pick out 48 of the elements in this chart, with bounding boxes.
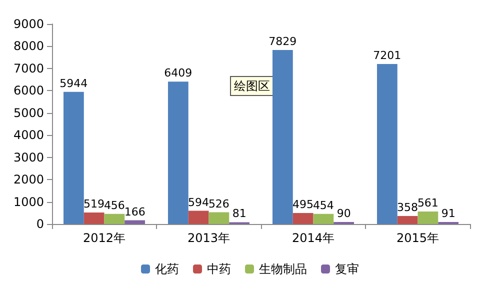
bar: [272, 50, 293, 224]
bar: [313, 214, 334, 224]
bar: [418, 212, 438, 224]
data-label: 90: [336, 207, 351, 220]
data-label: 7201: [373, 48, 402, 62]
bar: [292, 213, 314, 224]
y-tick-label: 0: [36, 217, 44, 231]
bar: [63, 92, 84, 224]
data-label: 519: [84, 197, 105, 210]
bar: [124, 220, 146, 224]
data-label: 6409: [164, 66, 192, 80]
data-label: 7829: [268, 35, 297, 48]
data-label: 5944: [60, 76, 88, 90]
data-label: 495: [292, 198, 314, 211]
data-label: 594: [188, 196, 210, 209]
data-label: 561: [417, 196, 438, 210]
legend-label: 中药: [207, 262, 231, 276]
y-tick-label: 2000: [13, 172, 44, 187]
legend-label: 化药: [155, 262, 179, 276]
data-label: 454: [312, 198, 334, 212]
data-label: 166: [124, 205, 146, 218]
bar: [84, 212, 104, 224]
annotation: 绘图区: [234, 79, 270, 93]
legend-label: 生物制品: [259, 262, 307, 276]
x-tick-label: 2012年: [82, 231, 126, 245]
x-tick-label: 2014年: [292, 231, 335, 245]
bar: [376, 64, 398, 224]
y-tick-label: 6000: [13, 84, 44, 98]
bar: [397, 216, 418, 224]
data-label: 456: [104, 198, 125, 212]
bar: [188, 210, 209, 224]
bar: [104, 214, 125, 224]
data-label: 358: [397, 201, 418, 214]
y-tick-label: 5000: [13, 106, 44, 120]
y-tick-label: 9000: [13, 17, 44, 31]
x-tick-label: 2015年: [396, 231, 440, 245]
y-tick-label: 4000: [13, 128, 44, 142]
data-label: 81: [232, 207, 246, 220]
y-tick-label: 7000: [13, 61, 44, 76]
y-tick-label: 3000: [13, 150, 44, 164]
legend-label: 复审: [335, 262, 359, 276]
y-tick-label: 8000: [13, 39, 44, 54]
bar: [168, 82, 188, 224]
bar: [208, 212, 230, 224]
data-label: 91: [441, 206, 456, 220]
data-label: 526: [208, 197, 230, 210]
x-tick-label: 2013年: [187, 231, 230, 245]
y-tick-label: 1000: [13, 194, 44, 209]
